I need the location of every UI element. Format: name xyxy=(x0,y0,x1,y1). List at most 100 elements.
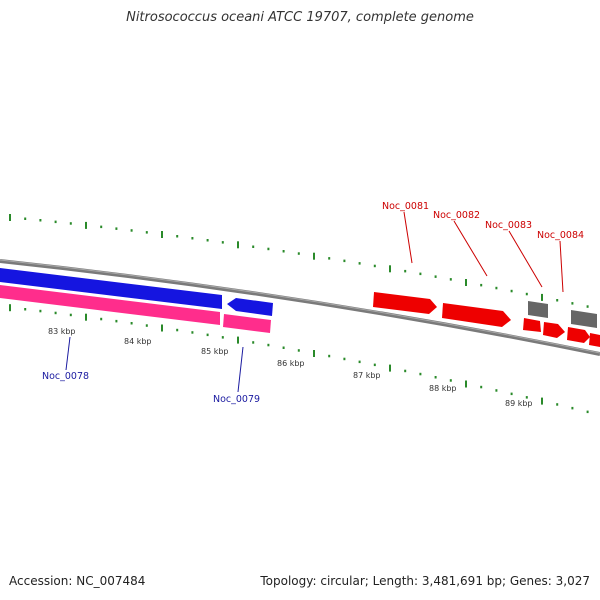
genome-backbone xyxy=(0,259,600,356)
minor-tick xyxy=(115,319,118,323)
minor-tick xyxy=(176,235,179,238)
minor-tick xyxy=(282,346,285,349)
minor-tick xyxy=(69,313,72,317)
minor-tick xyxy=(373,264,376,268)
outer-tick-row xyxy=(9,214,589,308)
major-tick xyxy=(237,241,239,249)
minor-tick xyxy=(39,219,42,222)
tick-label-89: 89 kbp xyxy=(505,399,533,408)
major-tick xyxy=(313,252,315,260)
gene-red-lower-2[interactable] xyxy=(543,322,565,338)
minor-tick xyxy=(495,389,498,392)
minor-tick xyxy=(297,349,300,352)
leader-noc-0084 xyxy=(559,240,564,293)
gene-red-lower-1[interactable] xyxy=(523,318,541,332)
gene-noc-0083[interactable] xyxy=(528,301,548,318)
minor-tick xyxy=(571,302,574,305)
gene-noc-0081[interactable] xyxy=(373,292,437,314)
map-title: Nitrosococcus oceani ATCC 19707, complet… xyxy=(126,10,474,25)
minor-tick xyxy=(586,305,589,308)
minor-tick xyxy=(145,324,148,327)
minor-tick xyxy=(404,369,407,373)
minor-tick xyxy=(24,308,27,311)
major-tick xyxy=(389,265,391,273)
gene-noc-0079[interactable] xyxy=(227,298,273,316)
minor-tick xyxy=(328,257,331,260)
gene-red-lower-3[interactable] xyxy=(567,327,590,343)
major-tick xyxy=(161,231,163,238)
minor-tick xyxy=(130,229,133,232)
minor-tick xyxy=(130,322,133,325)
gene-noc-0082[interactable] xyxy=(442,303,511,327)
gene-noc-0084[interactable] xyxy=(571,310,597,328)
accession-text: Accession: NC_007484 xyxy=(9,574,146,588)
minor-tick xyxy=(449,379,452,382)
minor-tick xyxy=(282,250,285,253)
leader-noc-0083 xyxy=(508,230,543,288)
minor-tick xyxy=(267,247,270,251)
minor-tick xyxy=(556,403,559,406)
tick-label-85: 85 kbp xyxy=(201,347,229,356)
minor-tick xyxy=(54,311,57,315)
minor-tick xyxy=(206,239,209,242)
major-tick xyxy=(85,313,87,321)
leader-noc-0082 xyxy=(453,220,488,277)
major-tick xyxy=(541,397,543,405)
minor-tick xyxy=(434,376,437,379)
leader-noc-0081 xyxy=(403,211,413,264)
minor-tick xyxy=(221,336,224,339)
minor-tick xyxy=(510,392,513,396)
minor-tick xyxy=(434,275,437,278)
tick-label-83: 83 kbp xyxy=(48,327,76,336)
minor-tick xyxy=(191,331,194,334)
minor-tick xyxy=(404,269,407,273)
minor-tick xyxy=(252,245,255,248)
minor-tick xyxy=(358,262,361,265)
minor-tick xyxy=(297,252,300,255)
tick-label-84: 84 kbp xyxy=(124,337,152,346)
label-noc-0078[interactable]: Noc_0078 xyxy=(42,371,89,382)
major-tick xyxy=(9,214,11,221)
label-noc-0079[interactable]: Noc_0079 xyxy=(213,394,260,405)
label-noc-0083[interactable]: Noc_0083 xyxy=(485,220,532,231)
minor-tick xyxy=(495,286,498,290)
minor-tick xyxy=(343,259,346,263)
major-tick xyxy=(465,279,467,286)
minor-tick xyxy=(145,231,148,234)
minor-tick xyxy=(267,343,270,347)
major-tick xyxy=(465,380,467,388)
gene-red-lower-4[interactable] xyxy=(589,333,600,347)
minor-tick xyxy=(525,396,528,399)
inner-tick-row xyxy=(9,304,589,414)
minor-tick xyxy=(206,333,209,337)
minor-tick xyxy=(373,363,376,367)
tick-label-87: 87 kbp xyxy=(353,371,381,380)
rna-noc-0078[interactable] xyxy=(0,285,220,325)
minor-tick xyxy=(24,217,27,220)
leader-noc-0078 xyxy=(65,336,71,371)
label-noc-0082[interactable]: Noc_0082 xyxy=(433,210,480,221)
label-noc-0084[interactable]: Noc_0084 xyxy=(537,230,584,241)
major-tick xyxy=(237,336,239,344)
major-tick xyxy=(85,221,87,229)
tick-label-86: 86 kbp xyxy=(277,359,305,368)
minor-tick xyxy=(480,385,483,389)
major-tick xyxy=(389,364,391,372)
minor-tick xyxy=(191,237,194,240)
major-tick xyxy=(9,304,11,312)
minor-tick xyxy=(100,225,103,229)
genome-summary-text: Topology: circular; Length: 3,481,691 bp… xyxy=(260,574,590,588)
major-tick xyxy=(313,350,315,357)
minor-tick xyxy=(176,328,179,332)
minor-tick xyxy=(328,354,331,358)
rna-noc-0079[interactable] xyxy=(223,314,271,333)
label-noc-0081[interactable]: Noc_0081 xyxy=(382,201,429,212)
minor-tick xyxy=(556,299,559,302)
minor-tick xyxy=(252,341,255,344)
major-tick xyxy=(161,324,163,332)
major-tick xyxy=(541,293,543,301)
tick-label-88: 88 kbp xyxy=(429,384,457,393)
gene-noc-0078[interactable] xyxy=(0,268,222,309)
